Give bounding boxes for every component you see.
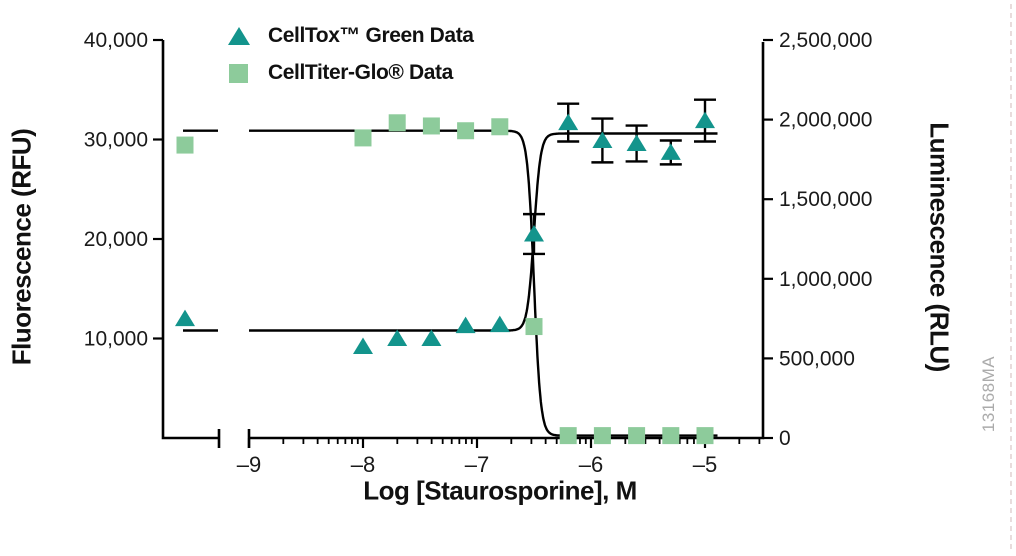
data-point-triangle bbox=[489, 315, 510, 333]
y-right-tick-label: 2,500,000 bbox=[779, 29, 872, 52]
legend-marker-cell bbox=[228, 27, 268, 45]
data-point-triangle bbox=[175, 309, 195, 327]
data-point-triangle bbox=[558, 113, 579, 131]
y-left-tick-label: 40,000 bbox=[84, 29, 148, 52]
data-point-square bbox=[457, 122, 475, 140]
data-point-triangle bbox=[592, 131, 613, 148]
data-point-square bbox=[354, 129, 372, 147]
fit-curves bbox=[183, 129, 719, 437]
legend-item-celltox: CellTox™ Green Data bbox=[228, 24, 474, 48]
data-point-square bbox=[628, 427, 646, 445]
axes bbox=[161, 40, 765, 448]
series-celltiterglo-markers bbox=[176, 114, 714, 445]
legend-label-celltiterglo: CellTiter-Glo® Data bbox=[268, 61, 453, 84]
data-point-triangle bbox=[695, 111, 715, 129]
y-right-tick-label: 500,000 bbox=[779, 347, 855, 370]
legend-item-celltiterglo: CellTiter-Glo® Data bbox=[228, 61, 474, 85]
x-tick-label: –8 bbox=[351, 452, 375, 477]
data-point-square bbox=[491, 118, 509, 136]
y-right-ticks: 2,500,000 2,000,000 1,500,000 1,000,000 500,… bbox=[763, 29, 872, 450]
x-tick-label: –6 bbox=[579, 452, 603, 477]
data-point-square bbox=[593, 427, 611, 445]
y-right-tick-label: 0 bbox=[779, 427, 791, 450]
error-bars bbox=[523, 98, 716, 256]
triangle-marker-icon bbox=[228, 27, 250, 45]
y-right-tick-label: 1,500,000 bbox=[779, 188, 872, 211]
data-point-triangle bbox=[660, 143, 681, 160]
data-point-square bbox=[388, 114, 406, 132]
y-axis-title-left: Fluorescence (RFU) bbox=[6, 128, 37, 366]
data-point-square bbox=[422, 117, 440, 135]
fit-curve bbox=[248, 132, 719, 332]
fit-curve bbox=[248, 129, 719, 437]
y-right-tick-label: 1,000,000 bbox=[779, 268, 872, 291]
x-axis-title: Log [Staurosporine], M bbox=[363, 475, 637, 506]
y-left-tick-label: 10,000 bbox=[84, 328, 148, 351]
axis-frame bbox=[161, 40, 765, 440]
data-point-triangle bbox=[421, 329, 442, 346]
x-axis-ticks: –9 –8 –7 –6 –5 bbox=[237, 438, 761, 477]
data-point-triangle bbox=[524, 225, 544, 242]
y-left-tick-label: 20,000 bbox=[84, 228, 148, 251]
data-point-square bbox=[696, 427, 714, 445]
square-marker-icon bbox=[229, 63, 248, 83]
y-left-ticks: 40,000 30,000 20,000 10,000 bbox=[84, 29, 163, 351]
y-axis-title-right: Luminescence (RLU) bbox=[924, 122, 955, 372]
x-tick-label: –5 bbox=[693, 452, 717, 477]
legend: CellTox™ Green Data CellTiter-Glo® Data bbox=[228, 24, 474, 85]
data-point-square bbox=[525, 318, 543, 336]
series-celltox-markers bbox=[175, 111, 715, 354]
y-right-tick-label: 2,000,000 bbox=[779, 109, 872, 132]
data-point-square bbox=[662, 427, 680, 445]
legend-marker-cell bbox=[228, 63, 268, 83]
data-point-triangle bbox=[353, 337, 373, 354]
data-point-square bbox=[559, 427, 577, 445]
data-point-triangle bbox=[626, 134, 647, 151]
x-tick-label: –9 bbox=[237, 452, 261, 477]
y-left-tick-label: 30,000 bbox=[84, 129, 148, 152]
data-point-square bbox=[176, 136, 194, 154]
data-point-triangle bbox=[455, 316, 476, 334]
x-tick-label: –7 bbox=[465, 452, 489, 477]
data-point-triangle bbox=[387, 329, 408, 346]
watermark-code: 13168MA bbox=[979, 355, 998, 433]
legend-label-celltox: CellTox™ Green Data bbox=[268, 24, 474, 47]
